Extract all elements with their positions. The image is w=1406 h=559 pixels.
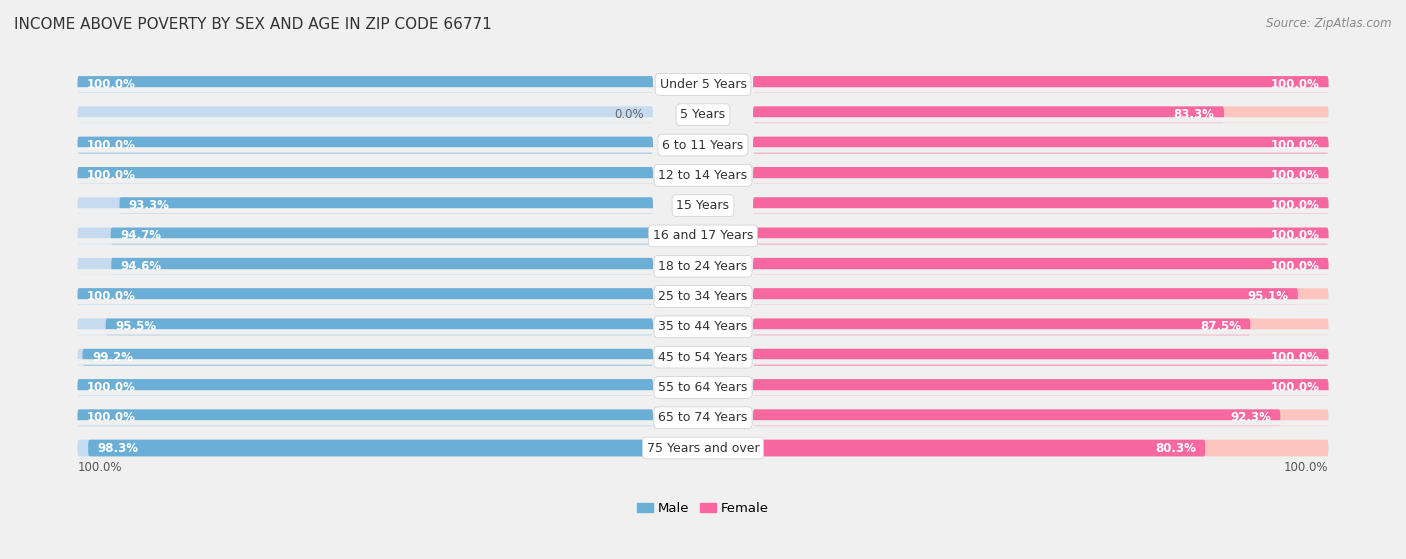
FancyBboxPatch shape [77,137,652,153]
Text: 45 to 54 Years: 45 to 54 Years [658,350,748,364]
FancyBboxPatch shape [754,409,1329,426]
FancyBboxPatch shape [754,137,1329,153]
Text: 100.0%: 100.0% [1270,199,1319,212]
FancyBboxPatch shape [77,137,652,153]
FancyBboxPatch shape [754,228,1329,244]
Text: 93.3%: 93.3% [129,199,170,212]
FancyBboxPatch shape [754,106,1225,123]
Text: 100.0%: 100.0% [1270,260,1319,273]
Text: 94.7%: 94.7% [120,229,162,243]
Text: 100.0%: 100.0% [1270,381,1319,394]
FancyBboxPatch shape [83,349,652,366]
FancyBboxPatch shape [77,197,652,214]
Text: 100.0%: 100.0% [1270,78,1319,91]
Text: Source: ZipAtlas.com: Source: ZipAtlas.com [1267,17,1392,30]
FancyBboxPatch shape [77,379,652,396]
Text: 98.3%: 98.3% [97,442,139,454]
Text: 100.0%: 100.0% [87,78,136,91]
Text: 80.3%: 80.3% [1154,442,1197,454]
Text: 100.0%: 100.0% [1270,350,1319,364]
Text: 25 to 34 Years: 25 to 34 Years [658,290,748,303]
FancyBboxPatch shape [77,288,652,305]
FancyBboxPatch shape [754,76,1329,93]
FancyBboxPatch shape [754,288,1329,305]
FancyBboxPatch shape [754,319,1250,335]
FancyBboxPatch shape [77,379,652,396]
Legend: Male, Female: Male, Female [631,496,775,520]
Text: 100.0%: 100.0% [87,290,136,303]
FancyBboxPatch shape [754,319,1329,335]
Text: 0.0%: 0.0% [614,108,644,121]
FancyBboxPatch shape [77,76,652,93]
Text: 92.3%: 92.3% [1230,411,1271,424]
FancyBboxPatch shape [111,228,652,244]
Text: 83.3%: 83.3% [1174,108,1215,121]
FancyBboxPatch shape [754,379,1329,396]
FancyBboxPatch shape [77,349,652,366]
Text: 100.0%: 100.0% [87,411,136,424]
FancyBboxPatch shape [754,76,1329,93]
Text: INCOME ABOVE POVERTY BY SEX AND AGE IN ZIP CODE 66771: INCOME ABOVE POVERTY BY SEX AND AGE IN Z… [14,17,492,32]
FancyBboxPatch shape [77,167,652,184]
FancyBboxPatch shape [111,258,652,274]
Text: 15 Years: 15 Years [676,199,730,212]
Text: 100.0%: 100.0% [77,461,122,474]
Text: 5 Years: 5 Years [681,108,725,121]
FancyBboxPatch shape [77,319,652,335]
Text: 75 Years and over: 75 Years and over [647,442,759,454]
FancyBboxPatch shape [77,76,652,93]
FancyBboxPatch shape [754,197,1329,214]
FancyBboxPatch shape [754,440,1329,456]
FancyBboxPatch shape [77,258,652,274]
FancyBboxPatch shape [754,258,1329,274]
FancyBboxPatch shape [754,137,1329,153]
FancyBboxPatch shape [754,349,1329,366]
Text: 99.2%: 99.2% [91,350,134,364]
FancyBboxPatch shape [754,379,1329,396]
FancyBboxPatch shape [77,167,652,184]
FancyBboxPatch shape [754,409,1281,426]
Text: Under 5 Years: Under 5 Years [659,78,747,91]
Text: 18 to 24 Years: 18 to 24 Years [658,260,748,273]
FancyBboxPatch shape [754,349,1329,366]
FancyBboxPatch shape [120,197,652,214]
Text: 95.1%: 95.1% [1247,290,1288,303]
FancyBboxPatch shape [77,106,652,123]
Text: 100.0%: 100.0% [1270,169,1319,182]
FancyBboxPatch shape [754,197,1329,214]
FancyBboxPatch shape [754,167,1329,184]
FancyBboxPatch shape [754,228,1329,244]
FancyBboxPatch shape [77,409,652,426]
Text: 100.0%: 100.0% [87,381,136,394]
Text: 12 to 14 Years: 12 to 14 Years [658,169,748,182]
Text: 94.6%: 94.6% [121,260,162,273]
FancyBboxPatch shape [754,440,1205,456]
Text: 100.0%: 100.0% [1284,461,1329,474]
FancyBboxPatch shape [754,288,1298,305]
Text: 16 and 17 Years: 16 and 17 Years [652,229,754,243]
FancyBboxPatch shape [77,288,652,305]
Text: 6 to 11 Years: 6 to 11 Years [662,139,744,151]
Text: 55 to 64 Years: 55 to 64 Years [658,381,748,394]
Text: 87.5%: 87.5% [1199,320,1241,333]
Text: 35 to 44 Years: 35 to 44 Years [658,320,748,333]
FancyBboxPatch shape [754,106,1329,123]
Text: 100.0%: 100.0% [87,139,136,151]
FancyBboxPatch shape [754,258,1329,274]
Text: 100.0%: 100.0% [1270,229,1319,243]
FancyBboxPatch shape [77,228,652,244]
FancyBboxPatch shape [77,409,652,426]
FancyBboxPatch shape [77,440,652,456]
Text: 95.5%: 95.5% [115,320,156,333]
FancyBboxPatch shape [105,319,652,335]
Text: 100.0%: 100.0% [1270,139,1319,151]
FancyBboxPatch shape [754,167,1329,184]
Text: 100.0%: 100.0% [87,169,136,182]
Text: 65 to 74 Years: 65 to 74 Years [658,411,748,424]
FancyBboxPatch shape [89,440,652,456]
